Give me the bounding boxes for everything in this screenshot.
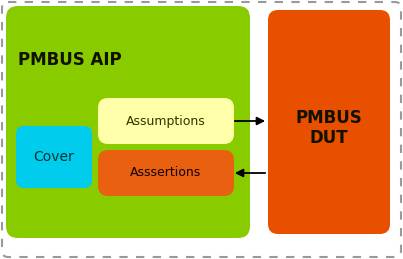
FancyBboxPatch shape bbox=[98, 98, 234, 144]
Text: PMBUS AIP: PMBUS AIP bbox=[18, 51, 122, 69]
Text: Cover: Cover bbox=[33, 150, 75, 164]
FancyBboxPatch shape bbox=[16, 126, 92, 188]
FancyBboxPatch shape bbox=[98, 150, 234, 196]
FancyBboxPatch shape bbox=[6, 6, 250, 238]
Bar bbox=[248, 8, 270, 236]
FancyBboxPatch shape bbox=[268, 10, 390, 234]
Text: PMBUS
DUT: PMBUS DUT bbox=[296, 109, 362, 147]
Text: Assumptions: Assumptions bbox=[126, 114, 206, 127]
Text: Asssertions: Asssertions bbox=[131, 167, 202, 179]
FancyBboxPatch shape bbox=[2, 2, 401, 257]
